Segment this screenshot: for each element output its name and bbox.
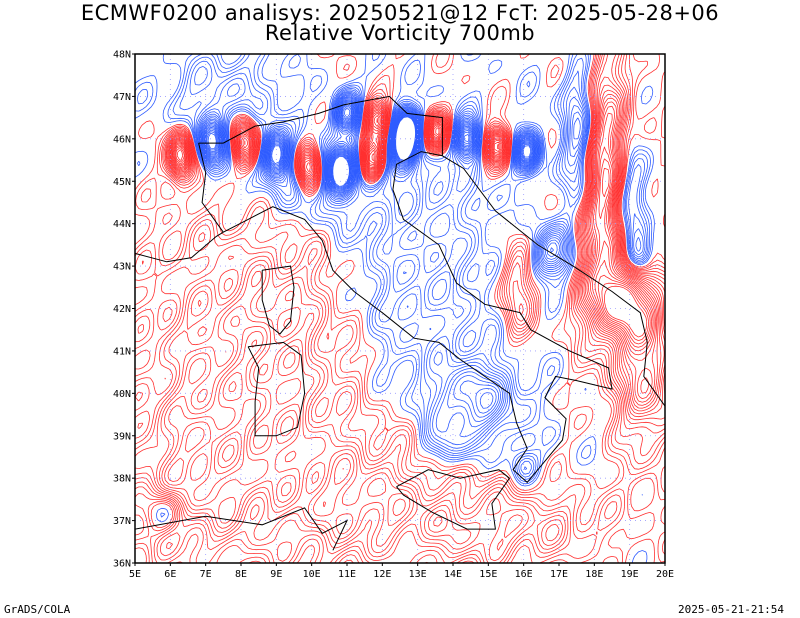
title-line-1: ECMWF0200 analisys: 20250521@12 FcT: 202… [80, 1, 720, 25]
negative-vorticity-contour [198, 93, 583, 438]
lat-tick-label: 47N [113, 92, 131, 103]
coastline-segment [247, 341, 306, 437]
lon-tick-label: 18E [585, 569, 603, 580]
lat-tick-label: 42N [113, 304, 131, 315]
lat-tick-label: 39N [113, 431, 131, 442]
lat-tick-label: 37N [113, 516, 131, 527]
positive-vorticity-contour [161, 89, 665, 527]
lon-tick-label: 19E [621, 569, 639, 580]
coastline-segment [135, 231, 224, 263]
coastline-segment [198, 142, 224, 233]
lon-tick-label: 11E [338, 569, 356, 580]
negative-vorticity-contour [203, 101, 535, 192]
negative-vorticity-contour [199, 95, 563, 422]
coastline-segment [442, 155, 665, 407]
positive-vorticity-contour [135, 54, 665, 563]
lat-tick-label: 40N [113, 389, 131, 400]
footer-credit: GrADS/COLA [4, 603, 71, 616]
coastline-segment [396, 469, 511, 530]
positive-vorticity-contour [135, 54, 665, 563]
negative-vorticity-contour [137, 54, 650, 483]
lat-tick-label: 36N [113, 559, 131, 570]
positive-vorticity-contour [135, 54, 665, 563]
lon-tick-label: 8E [235, 569, 247, 580]
negative-vorticity-contour [203, 100, 536, 193]
coastlines [135, 95, 665, 551]
longitude-axis: 5E 6E 7E 8E 9E 10E 11E 12E 13E 14E 15E 16E 17E 18E 19E… [129, 563, 674, 580]
lat-tick-label: 48N [113, 50, 131, 61]
lon-tick-label: 16E [515, 569, 533, 580]
lon-tick-label: 15E [479, 569, 497, 580]
coastline-segment [198, 95, 443, 156]
negative-vorticity-contour [135, 54, 653, 518]
lat-tick-label: 38N [113, 474, 131, 485]
coastline-segment [261, 265, 295, 335]
lon-tick-label: 17E [550, 569, 568, 580]
negative-vorticity-contour [179, 56, 649, 480]
vorticity-contours [135, 54, 665, 563]
positive-vorticity-contour [171, 109, 656, 399]
negative-vorticity-contour [197, 83, 644, 470]
lon-tick-label: 13E [409, 569, 427, 580]
footer-timestamp: 2025-05-21-21:54 [678, 603, 784, 616]
positive-vorticity-contour [135, 54, 665, 562]
positive-vorticity-contour [173, 113, 654, 352]
lon-tick-label: 10E [303, 569, 321, 580]
coastline-segment [135, 507, 349, 551]
coastline-segment [223, 151, 613, 484]
positive-vorticity-contour [156, 76, 665, 551]
title-line-2: Relative Vorticity 700mb [264, 21, 536, 45]
lon-tick-label: 5E [129, 569, 141, 580]
lat-tick-label: 45N [113, 177, 131, 188]
positive-vorticity-contour [170, 101, 659, 469]
lat-tick-label: 43N [113, 262, 131, 273]
lon-tick-label: 14E [444, 569, 462, 580]
positive-vorticity-contour [176, 127, 648, 338]
negative-vorticity-contour [135, 54, 655, 563]
positive-vorticity-contour [164, 93, 665, 502]
latitude-axis: 48N 47N 46N 45N 44N 43N 42N 41N 40N 39N 38N 37N 36N [113, 50, 135, 570]
positive-vorticity-contour [175, 125, 649, 342]
lon-tick-label: 6E [164, 569, 176, 580]
negative-vorticity-contour [197, 91, 642, 446]
positive-vorticity-contour [135, 54, 665, 563]
positive-vorticity-contour [174, 115, 652, 348]
lat-lon-grid [135, 54, 665, 563]
lat-tick-label: 46N [113, 134, 131, 145]
lat-tick-label: 41N [113, 346, 131, 357]
positive-vorticity-contour [167, 97, 662, 482]
lat-tick-label: 44N [113, 219, 131, 230]
lon-tick-label: 12E [373, 569, 391, 580]
positive-vorticity-contour [174, 118, 651, 345]
negative-vorticity-contour [194, 66, 646, 475]
lon-tick-label: 20E [656, 569, 674, 580]
lon-tick-label: 7E [200, 569, 212, 580]
lon-tick-label: 9E [270, 569, 282, 580]
